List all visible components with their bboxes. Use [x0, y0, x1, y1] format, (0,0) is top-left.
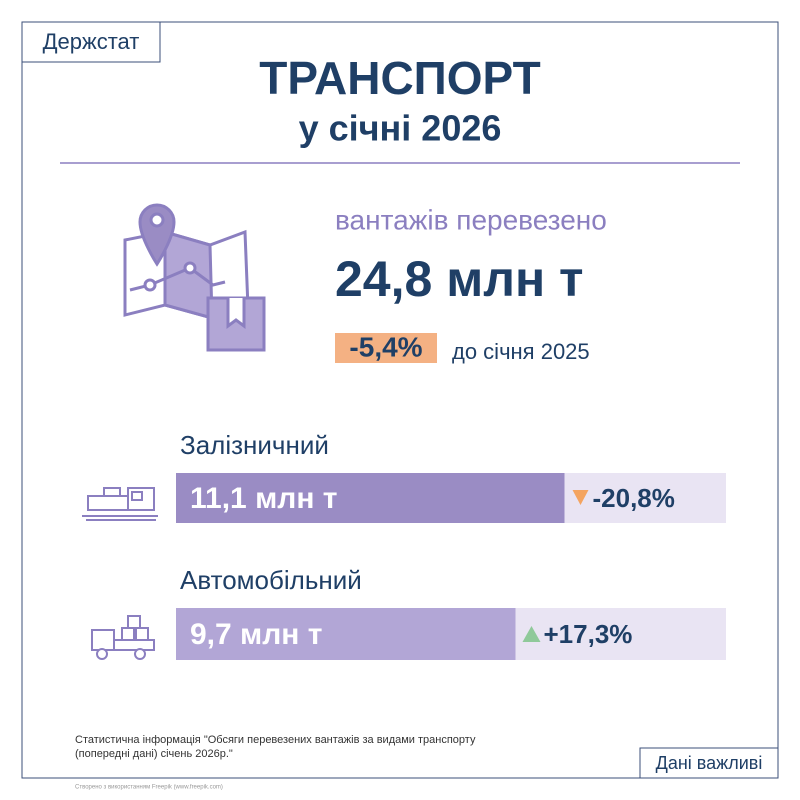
summary-label: вантажів перевезено	[335, 204, 607, 235]
source: Статистична інформація "Обсяги перевезен…	[75, 734, 476, 746]
button-box[interactable]	[639, 747, 779, 779]
button[interactable]: Дані важливі	[656, 753, 763, 773]
arrow-down	[572, 490, 589, 505]
map-icon	[123, 203, 266, 352]
train-icon	[82, 487, 158, 521]
logo-box	[21, 21, 161, 63]
logo: Держстат	[43, 29, 140, 54]
bar-label: 11,1 млн т	[190, 482, 337, 515]
summary-comparison: до січня 2025	[452, 339, 590, 364]
change-badge	[335, 333, 437, 363]
subtitle: у січні 2026	[299, 108, 502, 149]
bar	[176, 473, 565, 523]
truck-icon	[91, 615, 155, 660]
source-line: (попередні дані) січень 2026р."	[75, 748, 233, 760]
bar	[176, 608, 516, 660]
summary-change: -5,4%	[349, 331, 422, 362]
title: ТРАНСПОРТ	[259, 52, 540, 104]
mode-change: -20,8%	[593, 483, 675, 513]
summary-value: 24,8 млн т	[335, 251, 584, 307]
bar-label: 9,7 млн т	[190, 618, 322, 651]
mode-name: Залізничний	[180, 430, 329, 460]
mode-name: Автомобільний	[180, 565, 362, 595]
arrow-up	[522, 626, 541, 642]
credit: Створено з використанням Freepik (www.fr…	[75, 785, 223, 791]
frame	[21, 21, 779, 779]
mode-change: +17,3%	[544, 619, 633, 649]
